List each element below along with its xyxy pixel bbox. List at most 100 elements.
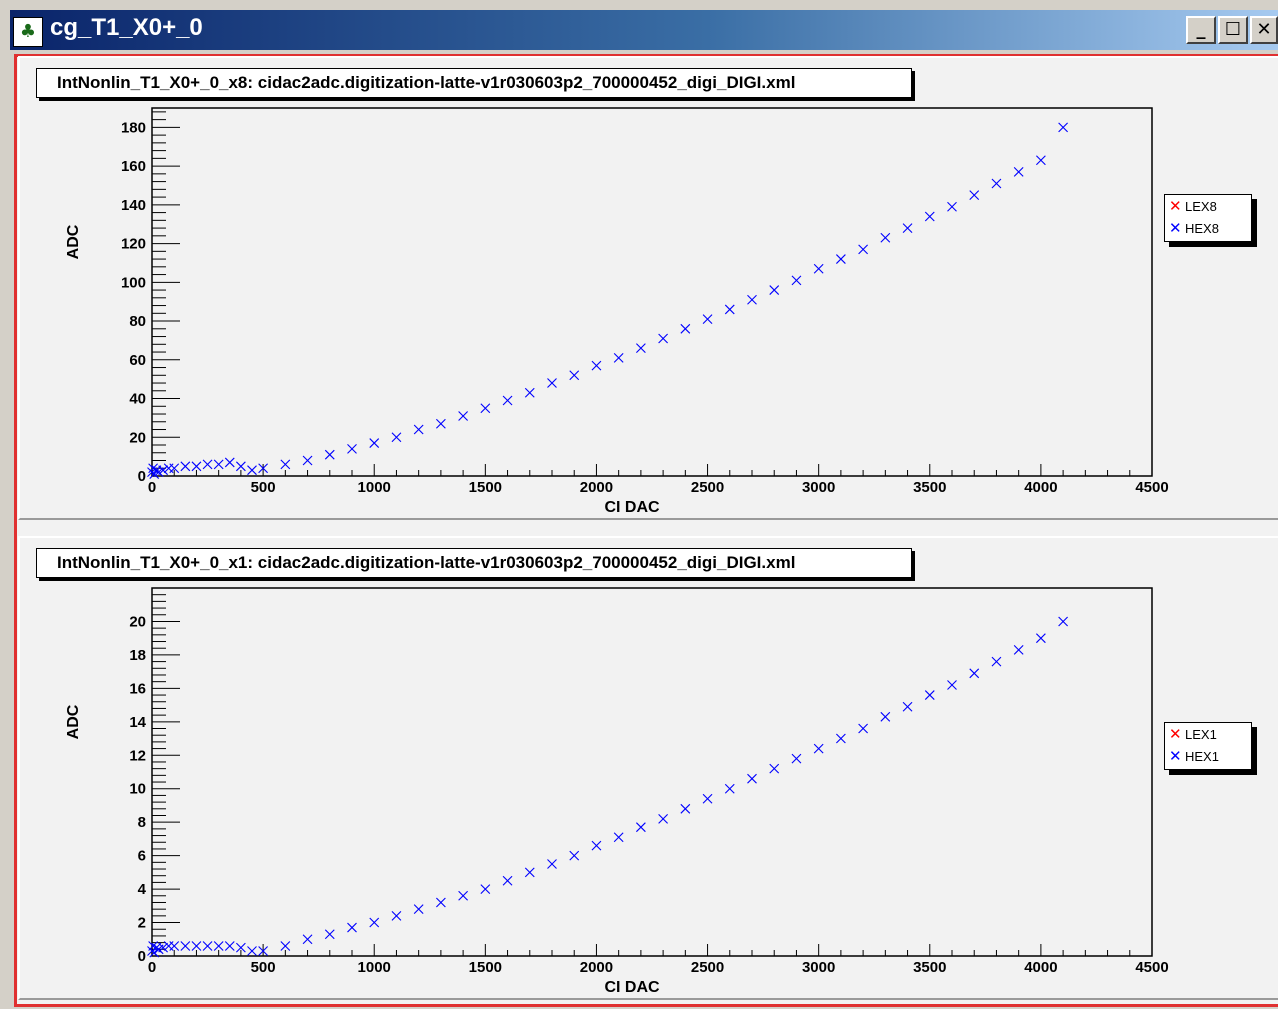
data-point xyxy=(991,656,1002,667)
data-point xyxy=(502,395,513,406)
data-point xyxy=(724,304,735,315)
x-marker-icon: ✕ xyxy=(1169,747,1182,765)
data-point xyxy=(480,884,491,894)
y-tick-label: 18 xyxy=(129,647,146,664)
data-point xyxy=(280,459,291,470)
x-tick-label: 1000 xyxy=(358,479,391,496)
plot-frame xyxy=(151,587,1153,957)
legend-x1[interactable]: ✕ LEX1 ✕ HEX1 xyxy=(1164,722,1252,770)
data-point xyxy=(158,942,169,953)
x-tick-label: 4000 xyxy=(1024,479,1057,496)
data-point xyxy=(502,875,513,886)
legend-x8[interactable]: ✕ LEX8 ✕ HEX8 xyxy=(1164,194,1252,242)
x-marker-icon: ✕ xyxy=(1169,725,1182,743)
data-point xyxy=(213,459,224,470)
data-point xyxy=(813,743,824,754)
data-point xyxy=(902,223,913,233)
data-point xyxy=(1013,645,1024,655)
data-point xyxy=(235,461,246,472)
data-point xyxy=(302,455,313,466)
data-point xyxy=(724,783,735,794)
chart-title-x1: IntNonlin_T1_X0+_0_x1: cidac2adc.digitiz… xyxy=(36,548,912,578)
data-point xyxy=(458,890,469,901)
x-marker-icon: ✕ xyxy=(1169,219,1182,237)
data-point xyxy=(924,211,935,222)
data-point xyxy=(524,867,535,878)
data-point xyxy=(1036,633,1046,644)
data-point xyxy=(202,941,213,951)
data-point xyxy=(969,668,980,679)
window-title-bar[interactable]: ♣ cg_T1_X0+_0 _ ☐ ✕ xyxy=(10,10,1278,50)
data-point xyxy=(924,690,935,700)
x-tick-label: 4500 xyxy=(1135,479,1168,496)
data-point xyxy=(858,244,868,255)
data-point xyxy=(435,897,446,908)
chart-title-x8: IntNonlin_T1_X0+_0_x8: cidac2adc.digitiz… xyxy=(36,68,912,98)
data-point xyxy=(747,294,757,305)
x-axis-label: CI DAC xyxy=(604,499,660,516)
data-point xyxy=(702,314,713,325)
x-tick-label: 1000 xyxy=(358,959,391,976)
close-button[interactable]: ✕ xyxy=(1250,16,1278,44)
data-point xyxy=(769,763,780,774)
x-tick-label: 2500 xyxy=(691,959,724,976)
y-tick-label: 180 xyxy=(121,119,146,136)
data-point xyxy=(458,411,469,421)
data-point xyxy=(202,459,213,470)
data-point xyxy=(947,201,957,212)
data-point xyxy=(1058,122,1068,133)
data-point xyxy=(947,680,957,690)
y-tick-label: 60 xyxy=(129,352,146,369)
x-marker-icon: ✕ xyxy=(1169,197,1182,215)
legend-entry-lex8: ✕ LEX8 xyxy=(1169,197,1217,215)
data-point xyxy=(791,753,802,764)
pad-x8[interactable]: 0 500 1000 1500 2000 2500 3000 3500 4000 4500 0 20 4… xyxy=(18,56,1278,520)
data-point xyxy=(636,822,646,833)
data-point xyxy=(391,910,402,921)
data-point xyxy=(858,723,868,734)
y-tick-label: 160 xyxy=(121,158,146,175)
x-tick-label: 4000 xyxy=(1024,959,1057,976)
data-point xyxy=(247,946,257,956)
data-point xyxy=(369,917,380,928)
y-tick-label: 0 xyxy=(138,468,146,485)
data-point xyxy=(791,275,802,286)
app-icon[interactable]: ♣ xyxy=(13,17,43,47)
data-point xyxy=(613,352,624,363)
data-point xyxy=(324,449,335,460)
x-axis-label: CI DAC xyxy=(604,979,660,996)
data-point xyxy=(191,461,202,472)
data-point xyxy=(569,850,580,861)
y-tick-label: 12 xyxy=(129,747,146,764)
x-tick-label: 3000 xyxy=(802,959,835,976)
data-point xyxy=(180,461,191,472)
data-point xyxy=(813,263,824,274)
y-tick-label: 40 xyxy=(129,391,146,408)
minimize-button[interactable]: _ xyxy=(1186,16,1216,44)
x-tick-label: 3500 xyxy=(913,959,946,976)
y-tick-label: 16 xyxy=(129,680,146,697)
data-point xyxy=(680,323,691,334)
data-point xyxy=(324,929,335,940)
y-tick-label: 20 xyxy=(129,429,146,446)
data-point xyxy=(680,803,691,814)
data-point xyxy=(247,465,257,476)
maximize-button[interactable]: ☐ xyxy=(1218,16,1248,44)
data-point xyxy=(149,947,160,958)
window-title: cg_T1_X0+_0 xyxy=(50,14,203,41)
x-tick-label: 500 xyxy=(251,959,276,976)
data-point xyxy=(258,946,269,956)
data-point xyxy=(591,360,602,371)
y-tick-label: 4 xyxy=(138,881,147,898)
y-tick-label: 2 xyxy=(138,915,146,932)
x-tick-label: 4500 xyxy=(1135,959,1168,976)
data-point xyxy=(413,424,424,435)
data-point xyxy=(213,941,224,951)
data-point xyxy=(991,178,1002,189)
legend-entry-lex1: ✕ LEX1 xyxy=(1169,725,1217,743)
y-tick-label: 14 xyxy=(129,714,146,731)
x-tick-label: 0 xyxy=(148,959,156,976)
pad-x1[interactable]: 0 500 1000 1500 2000 2500 3000 3500 4000 4500 0 2 4 6… xyxy=(18,536,1278,1000)
data-point xyxy=(435,418,446,429)
data-point xyxy=(613,832,624,843)
